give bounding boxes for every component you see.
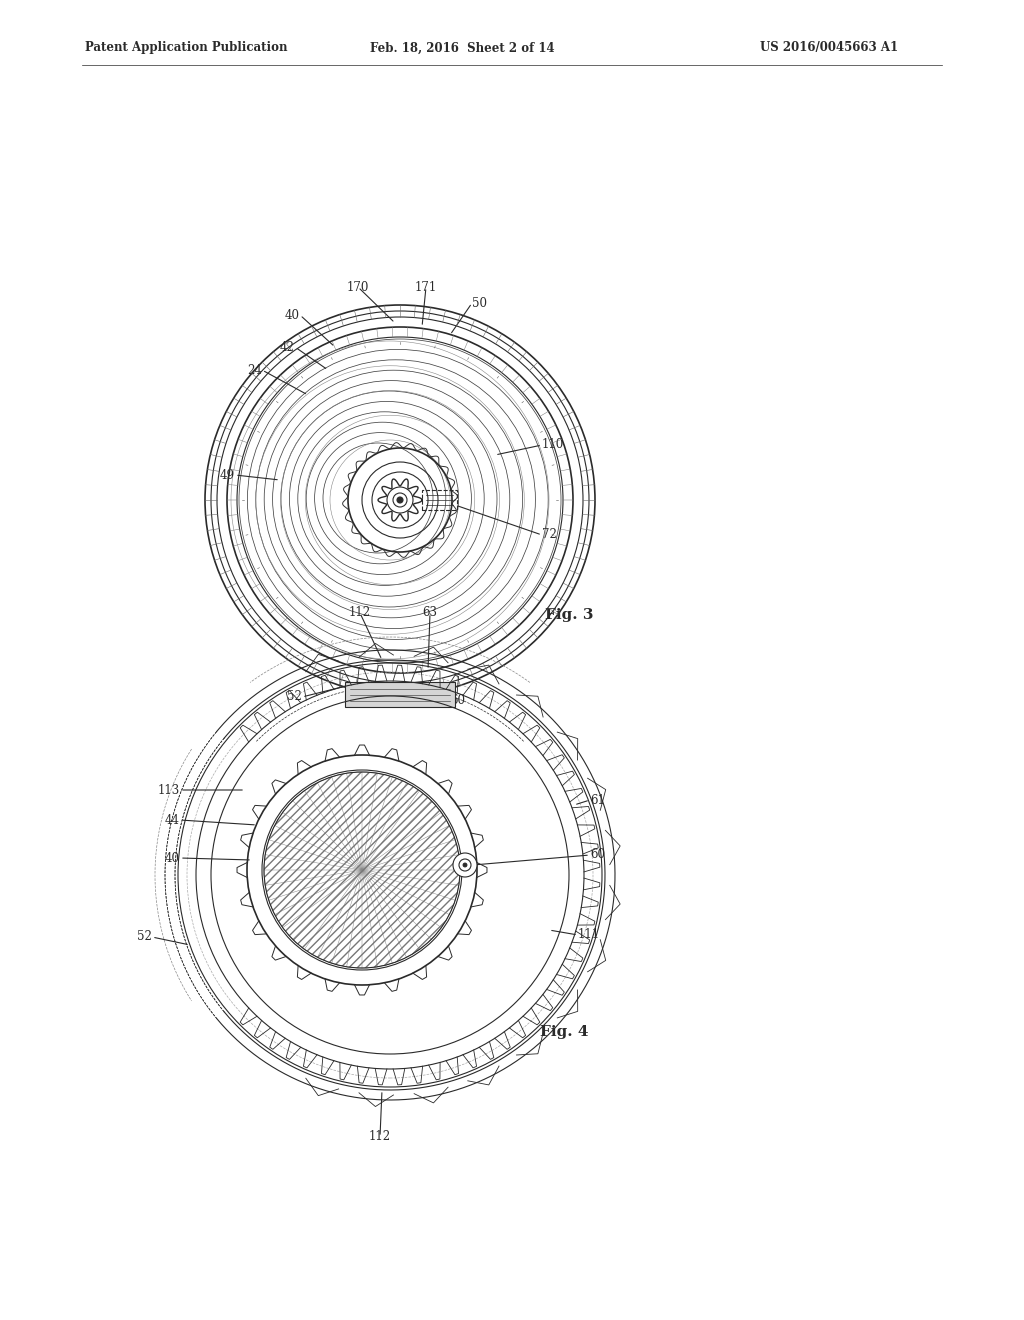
Text: 52: 52 — [137, 931, 152, 944]
Text: 112: 112 — [369, 1130, 391, 1143]
Text: 40: 40 — [285, 309, 300, 322]
Bar — [422, 490, 457, 510]
Circle shape — [459, 859, 471, 871]
Text: 60: 60 — [450, 693, 465, 706]
Circle shape — [463, 863, 467, 867]
Circle shape — [453, 853, 477, 876]
Text: 171: 171 — [415, 281, 437, 293]
Text: 42: 42 — [281, 341, 295, 354]
Text: 61: 61 — [590, 793, 605, 807]
Text: 111: 111 — [578, 928, 600, 941]
Text: 110: 110 — [542, 438, 564, 451]
Text: 63: 63 — [423, 606, 437, 619]
Text: Patent Application Publication: Patent Application Publication — [85, 41, 288, 54]
Text: 50: 50 — [472, 297, 487, 309]
Text: US 2016/0045663 A1: US 2016/0045663 A1 — [760, 41, 898, 54]
Text: 60: 60 — [590, 849, 605, 862]
Text: 44: 44 — [165, 813, 180, 826]
Text: 49: 49 — [220, 469, 234, 482]
Text: 72: 72 — [542, 528, 557, 541]
Text: 113: 113 — [158, 784, 180, 796]
Text: 40: 40 — [165, 851, 180, 865]
Circle shape — [160, 645, 620, 1105]
Text: 24: 24 — [247, 363, 262, 376]
Text: 52: 52 — [287, 690, 302, 704]
Circle shape — [397, 498, 403, 503]
Text: Feb. 18, 2016  Sheet 2 of 14: Feb. 18, 2016 Sheet 2 of 14 — [370, 41, 555, 54]
Text: Fig. 3: Fig. 3 — [545, 609, 594, 622]
Circle shape — [393, 492, 407, 507]
Bar — [345, 682, 455, 708]
Text: Fig. 4: Fig. 4 — [540, 1026, 589, 1039]
Text: 170: 170 — [347, 281, 370, 293]
Text: 112: 112 — [349, 606, 371, 619]
